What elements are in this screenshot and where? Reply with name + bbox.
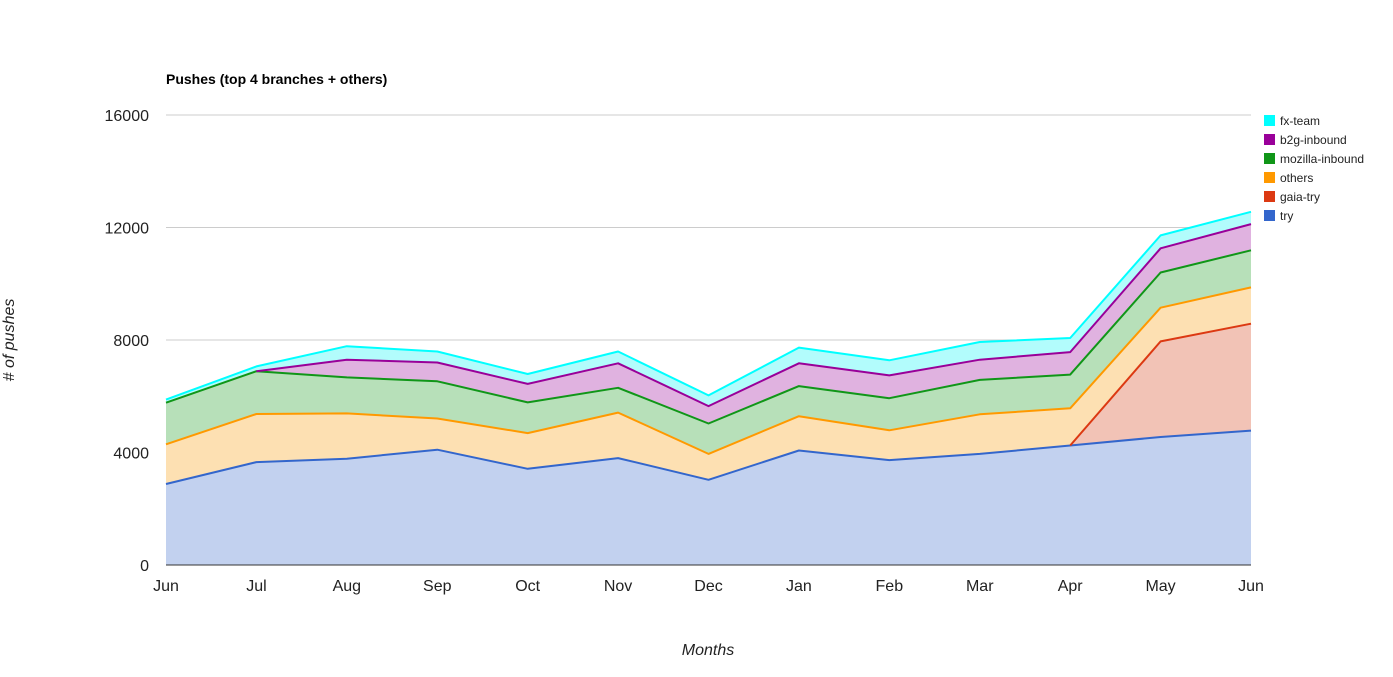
legend: fx-team b2g-inbound mozilla-inbound others g… <box>1264 114 1364 223</box>
y-tick-label: 4000 <box>113 446 149 463</box>
legend-swatch <box>1264 115 1275 126</box>
legend-label: others <box>1280 171 1313 185</box>
y-axis-title: # of pushes <box>1 299 18 382</box>
x-tick-label: Jun <box>153 578 179 595</box>
x-tick-label: Aug <box>333 578 361 595</box>
area-mozilla-inbound <box>166 250 1251 454</box>
y-tick-label: 0 <box>140 558 149 575</box>
legend-label: fx-team <box>1280 114 1320 128</box>
y-axis-ticks: 0 4000 8000 12000 16000 <box>105 108 150 575</box>
legend-label: try <box>1280 209 1293 223</box>
x-tick-label: Jan <box>786 578 812 595</box>
area-gaia-try <box>1070 323 1251 446</box>
legend-swatch <box>1264 210 1275 221</box>
legend-item-b2g-inbound[interactable]: b2g-inbound <box>1264 133 1347 147</box>
series-line-others <box>165 286 1252 455</box>
legend-swatch <box>1264 134 1275 145</box>
area-fx-team <box>166 211 1251 407</box>
legend-swatch <box>1264 172 1275 183</box>
area-b2g-inbound <box>256 224 1251 424</box>
x-tick-label: Mar <box>966 578 994 595</box>
x-axis-ticks: Jun Jul Aug Sep Oct Nov Dec Jan Feb Mar Apr May Jun <box>153 578 1264 595</box>
x-tick-label: Dec <box>694 578 722 595</box>
legend-item-mozilla-inbound[interactable]: mozilla-inbound <box>1264 152 1364 166</box>
x-tick-label: Apr <box>1058 578 1084 595</box>
area-fills <box>166 211 1251 565</box>
legend-swatch <box>1264 191 1275 202</box>
x-tick-label: Jun <box>1238 578 1264 595</box>
area-try <box>166 430 1251 565</box>
x-tick-label: Oct <box>515 578 540 595</box>
series-line-fx-team <box>165 210 1252 401</box>
legend-swatch <box>1264 153 1275 164</box>
series-line-gaia-try <box>1069 322 1252 447</box>
x-tick-label: Sep <box>423 578 452 595</box>
x-tick-label: Nov <box>604 578 632 595</box>
series-lines <box>165 210 1252 485</box>
legend-label: b2g-inbound <box>1280 133 1347 147</box>
x-tick-label: Feb <box>876 578 904 595</box>
legend-item-try[interactable]: try <box>1264 209 1293 223</box>
chart-title: Pushes (top 4 branches + others) <box>166 71 387 87</box>
legend-label: mozilla-inbound <box>1280 152 1364 166</box>
x-tick-label: Jul <box>246 578 266 595</box>
y-tick-label: 8000 <box>113 333 149 350</box>
legend-label: gaia-try <box>1280 190 1320 204</box>
area-others <box>166 287 1251 484</box>
x-axis-title: Months <box>682 642 734 659</box>
y-tick-label: 12000 <box>105 221 150 238</box>
x-tick-label: May <box>1145 578 1175 595</box>
y-tick-label: 16000 <box>105 108 150 125</box>
series-line-b2g-inbound <box>256 223 1252 408</box>
legend-item-fx-team[interactable]: fx-team <box>1264 114 1320 128</box>
series-line-mozilla-inbound <box>165 249 1252 425</box>
legend-item-others[interactable]: others <box>1264 171 1313 185</box>
legend-item-gaia-try[interactable]: gaia-try <box>1264 190 1320 204</box>
